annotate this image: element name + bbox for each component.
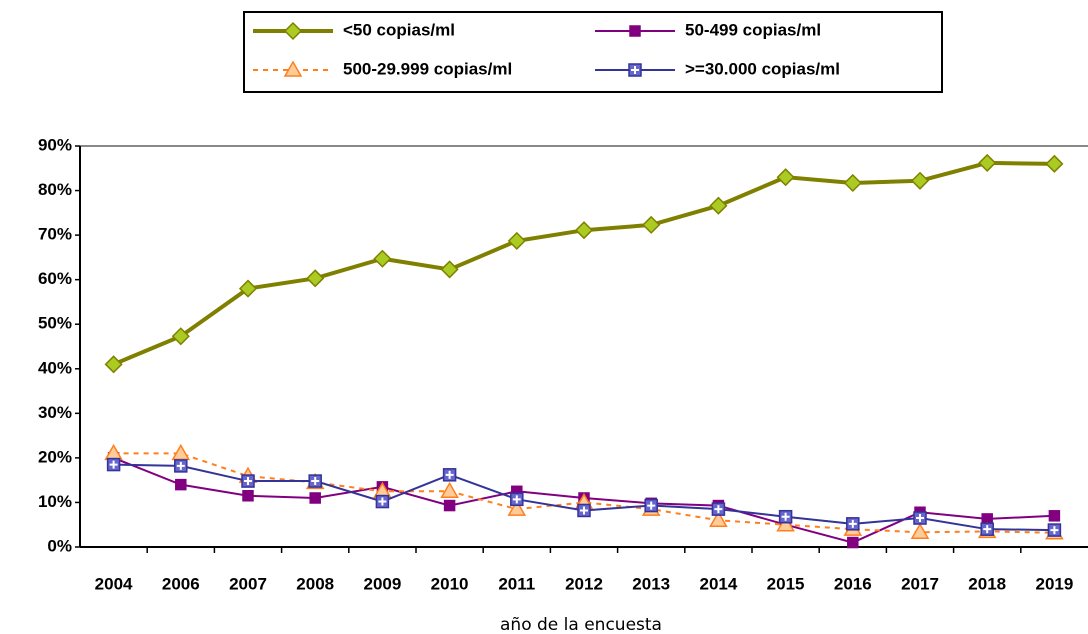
point [308, 474, 322, 488]
point [440, 481, 459, 499]
x-tick-label: 2011 [498, 574, 535, 593]
x-tick-label: 2018 [968, 574, 1006, 593]
x-tick-label: 2004 [95, 574, 133, 593]
point [171, 327, 190, 346]
point [442, 468, 457, 482]
legend-label: 500-29.999 copias/ml [343, 59, 512, 78]
legend-marker [283, 21, 303, 41]
point [309, 492, 321, 504]
point [507, 231, 526, 250]
point [242, 490, 254, 502]
y-tick-label: 30% [38, 403, 72, 422]
marker-plus [848, 519, 857, 528]
marker-plus [445, 470, 454, 479]
marker-plus [244, 477, 252, 486]
point [776, 515, 795, 532]
point [980, 522, 994, 536]
marker-plus [580, 506, 588, 515]
point [1048, 510, 1061, 522]
point [644, 498, 658, 513]
x-tick-label: 2012 [565, 574, 603, 593]
marker-plus [983, 525, 992, 534]
point [574, 221, 594, 240]
series-line [113, 452, 1055, 534]
y-tick-label: 70% [38, 225, 72, 244]
x-axis-label: año de la encuesta [500, 615, 662, 634]
x-tick-label: 2009 [363, 574, 401, 593]
point [375, 494, 390, 509]
point [443, 499, 456, 512]
legend-marker [629, 25, 641, 37]
point [510, 492, 524, 507]
point [778, 509, 793, 524]
point [978, 153, 997, 172]
point [175, 478, 187, 491]
point [847, 536, 859, 549]
x-tick-label: 2006 [162, 574, 200, 593]
x-tick-label: 2010 [431, 574, 469, 593]
x-tick-label: 2015 [767, 574, 805, 593]
legend-marker [628, 63, 642, 77]
point [709, 196, 728, 215]
point [241, 474, 255, 488]
legend-marker [283, 60, 303, 77]
point [910, 171, 930, 190]
marker-plus [109, 460, 118, 469]
marker-plus [631, 66, 639, 74]
y-tick-label: 10% [38, 492, 72, 511]
x-tick-label: 2019 [1035, 574, 1073, 593]
x-tick-label: 2013 [632, 574, 670, 593]
legend-label: >=30.000 copias/ml [685, 59, 840, 78]
marker-plus [714, 505, 723, 514]
marker-plus [1050, 526, 1059, 535]
point [843, 173, 862, 193]
marker-plus [781, 512, 790, 521]
marker-plus [916, 514, 924, 523]
y-tick-label: 90% [38, 135, 72, 154]
marker-plus [378, 497, 387, 506]
legend-box [243, 11, 943, 93]
y-tick-label: 50% [38, 314, 72, 333]
point [776, 168, 795, 187]
legend-label: <50 copias/ml [343, 20, 455, 39]
point [373, 249, 392, 268]
x-tick-label: 2014 [699, 574, 737, 593]
point [642, 215, 661, 234]
point [174, 459, 188, 473]
point [440, 260, 459, 279]
point [238, 279, 258, 298]
point [711, 502, 726, 516]
y-tick-label: 60% [38, 269, 72, 288]
point [106, 457, 121, 472]
x-tick-label: 2007 [229, 574, 267, 593]
point [1047, 523, 1062, 537]
point [1045, 154, 1064, 173]
legend-label: 50-499 copias/ml [685, 20, 821, 39]
y-tick-label: 80% [38, 180, 72, 199]
x-tick-label: 2008 [296, 574, 334, 593]
x-tick-label: 2016 [834, 574, 872, 593]
marker-plus [176, 461, 185, 470]
point [913, 511, 927, 525]
point [577, 503, 591, 518]
point [910, 522, 930, 540]
point [104, 355, 123, 374]
y-tick-label: 0% [47, 536, 72, 555]
point [846, 517, 860, 531]
point [507, 499, 527, 516]
y-tick-label: 20% [38, 447, 72, 466]
marker-plus [512, 495, 521, 504]
point [709, 510, 728, 528]
x-tick-label: 2017 [901, 574, 939, 593]
y-tick-label: 40% [38, 358, 72, 377]
point [306, 269, 325, 288]
series-line [112, 160, 1055, 367]
marker-plus [647, 501, 656, 510]
marker-plus [311, 477, 320, 486]
